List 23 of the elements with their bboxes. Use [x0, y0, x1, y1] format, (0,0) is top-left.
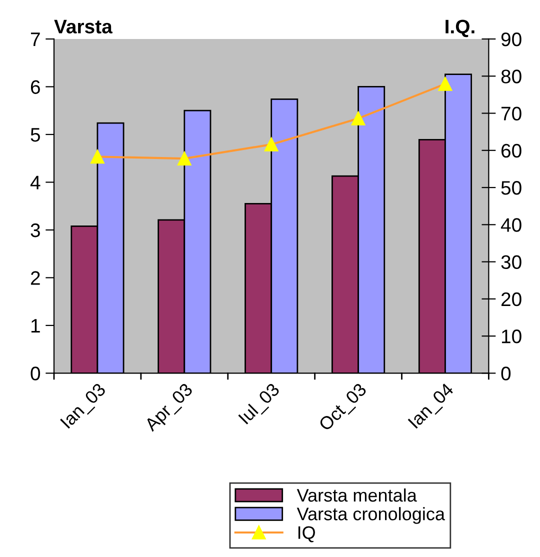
legend-label: Varsta mentala: [296, 488, 417, 502]
y2-tick-label: 40: [500, 218, 522, 232]
y-tick-label: 1: [31, 319, 40, 332]
y-axis-title: Varsta: [54, 20, 113, 34]
y-tick-label: 6: [30, 80, 40, 94]
y2-tick-label: 80: [501, 70, 522, 84]
y2-axis-title: I.Q.: [446, 20, 474, 38]
y-tick-label: 2: [30, 271, 40, 285]
y2-tick-label: 30: [501, 255, 522, 270]
y-tick-label: 3: [30, 223, 40, 238]
legend-label: IQ: [298, 526, 315, 542]
y2-tick-label: 70: [502, 106, 522, 120]
y-tick-label: 5: [30, 128, 40, 142]
y2-tick-label: 60: [501, 144, 522, 158]
y-tick-label: 7: [30, 32, 40, 46]
y2-tick-label: 90: [501, 32, 522, 46]
y-tick-label: 0: [30, 366, 40, 380]
y2-tick-label: 20: [501, 292, 522, 306]
y2-tick-label: 10: [502, 330, 522, 344]
y2-tick-label: 0: [501, 366, 511, 380]
legend-label: Varsta cronologica: [296, 507, 445, 524]
y-tick-label: 4: [30, 176, 40, 190]
y2-tick-label: 50: [501, 180, 522, 195]
